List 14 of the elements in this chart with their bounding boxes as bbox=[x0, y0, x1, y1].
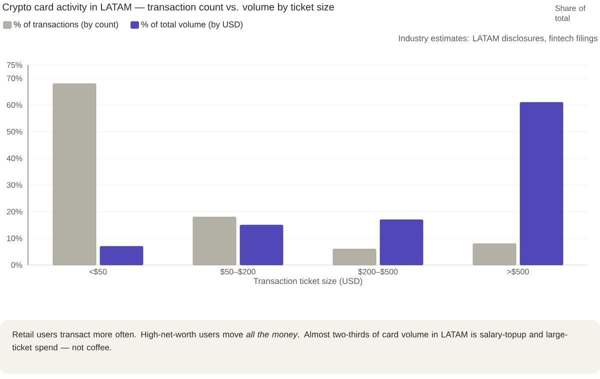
bar bbox=[100, 246, 144, 266]
bar bbox=[240, 224, 284, 266]
bar bbox=[52, 83, 96, 266]
bar bbox=[472, 243, 516, 266]
bar bbox=[192, 216, 236, 266]
bar bbox=[380, 219, 424, 266]
text: Retail users transact more often. High-net-worth users move all the money. Almost two-thirds of card volume in LATAM is salary-topup and large-ticket spend — not coffee. bbox=[12, 331, 568, 352]
text: Industry estimates: LATAM disclosures, fintech filings bbox=[399, 35, 598, 43]
chart-title: Crypto card activity in LATAM — transaction count vs. volume by ticket size bbox=[2, 3, 334, 12]
bar bbox=[520, 102, 564, 266]
legend-label: % of transactions (by count) bbox=[14, 21, 118, 30]
bar bbox=[332, 248, 376, 266]
legend-label: % of total volume (by USD) bbox=[141, 21, 243, 30]
x-axis-title: Transaction ticket size (USD) bbox=[254, 278, 362, 286]
